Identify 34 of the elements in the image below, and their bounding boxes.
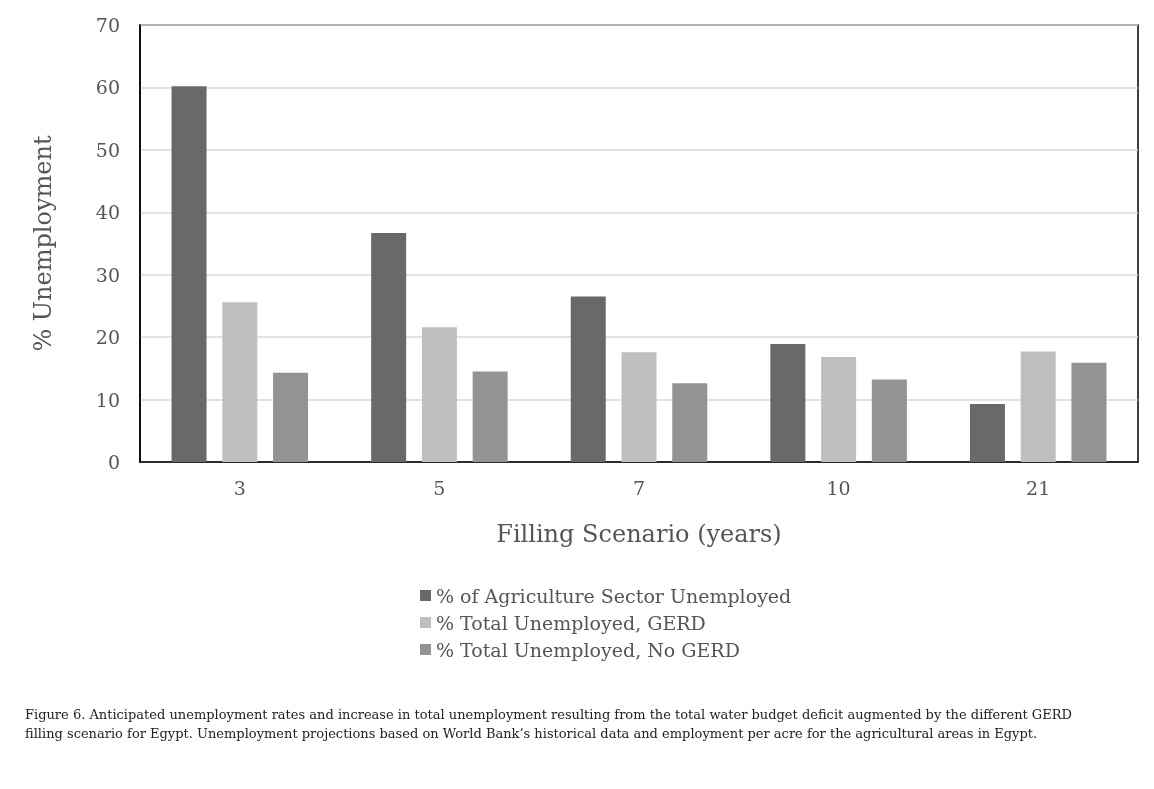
bar (570, 296, 606, 462)
bar (273, 372, 309, 462)
bar (171, 86, 207, 462)
x-axis-title: Filling Scenario (years) (496, 520, 782, 548)
bar (871, 379, 907, 462)
y-tick-label: 20 (95, 326, 120, 349)
bar (969, 403, 1005, 462)
x-tick-label: 7 (632, 476, 646, 499)
y-tick-label: 30 (95, 263, 120, 286)
bar (222, 302, 258, 462)
legend-label: % Total Unemployed, No GERD (436, 638, 740, 661)
legend-label: % of Agriculture Sector Unemployed (436, 584, 792, 607)
y-axis-title: % Unemployment (29, 135, 57, 352)
y-tick-label: 40 (95, 201, 120, 224)
bar (371, 232, 407, 462)
caption: Figure 6. Anticipated unemployment rates and increase in total unemployment resulting from the total water budget deficit augmented by the different GERD filling scenario for Egypt. Unemployment projections based on World Bank’s historical data and employment per acre for the agricultural areas in Egypt. (25, 707, 1077, 741)
x-tick-label: 21 (1026, 476, 1051, 499)
y-tick-label: 60 (95, 76, 120, 99)
bar (621, 352, 657, 462)
bar (770, 344, 806, 462)
y-tick-label: 10 (95, 388, 120, 411)
bar (421, 327, 457, 462)
x-tick-label: 10 (826, 476, 851, 499)
bar (1071, 362, 1107, 462)
legend-label: % Total Unemployed, GERD (436, 611, 706, 634)
bar (672, 383, 708, 462)
bar (472, 371, 508, 462)
x-tick-label: 5 (433, 476, 446, 499)
y-tick-label: 70 (95, 14, 120, 36)
x-tick-label: 3 (233, 476, 246, 499)
y-tick-label: 50 (95, 138, 120, 161)
bar (1020, 351, 1056, 462)
bar (821, 357, 857, 462)
y-tick-label: 0 (107, 451, 120, 473)
